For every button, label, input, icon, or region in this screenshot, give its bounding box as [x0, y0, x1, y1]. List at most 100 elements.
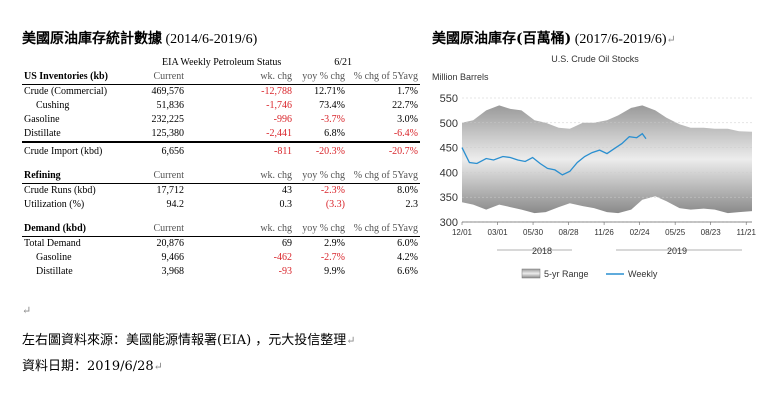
- cell-current: 9,466: [161, 252, 185, 263]
- paragraph-mark-icon: ↵: [666, 33, 676, 46]
- y-tick-label: 300: [440, 217, 458, 229]
- table-row: Total Demand 20,876 69 2.9% 6.0%: [22, 237, 420, 251]
- crude-oil-stocks-chart: U.S. Crude Oil Stocks Million Barrels 30…: [430, 50, 760, 310]
- paragraph-mark-icon: ↵: [153, 360, 163, 373]
- range-band: [462, 105, 752, 214]
- x-tick-label: 03/01: [488, 228, 509, 237]
- cell-wk-chg: -93: [278, 266, 292, 277]
- cell-yoy: (3.3): [325, 199, 345, 210]
- table-row: Gasoline 232,225 -996 -3.7% 3.0%: [22, 113, 420, 127]
- cell-yoy: -20.3%: [315, 146, 345, 157]
- cell-yoy: -2.7%: [320, 252, 345, 263]
- cell-5yavg: 22.7%: [392, 100, 418, 111]
- cell-current: 232,225: [151, 114, 185, 125]
- cell-wk-chg: -462: [273, 252, 292, 263]
- cell-current: 94.2: [166, 199, 185, 210]
- year-gap: [572, 246, 616, 254]
- cell-current: 469,576: [151, 86, 185, 97]
- header-wk-chg: wk. chg: [260, 223, 292, 234]
- cell-yoy: -2.3%: [320, 185, 345, 196]
- cell-wk-chg: -811: [274, 146, 292, 157]
- header-wk-chg: wk. chg: [260, 71, 292, 82]
- table-row: Distillate 3,968 -93 9.9% 6.6%: [22, 265, 420, 279]
- cell-current: 51,836: [156, 100, 185, 111]
- header-yoy: yoy % chg: [302, 170, 345, 181]
- cell-current: 6,656: [161, 146, 185, 157]
- cell-current: 3,968: [161, 266, 185, 277]
- paragraph-mark-icon: ↵: [22, 304, 32, 317]
- status-title: EIA Weekly Petroleum Status: [162, 57, 282, 68]
- cell-current: 20,876: [156, 238, 185, 249]
- x-tick-label: 11/26: [594, 228, 614, 237]
- row-label: Cushing: [36, 100, 70, 111]
- header-label: Demand (kbd): [24, 223, 86, 234]
- row-label: Distillate: [24, 128, 61, 139]
- y-tick-label: 500: [440, 118, 458, 130]
- cell-current: 17,712: [156, 185, 185, 196]
- row-label: Crude Runs (kbd): [24, 185, 96, 196]
- table-row: Crude Runs (kbd) 17,712 43 -2.3% 8.0%: [22, 184, 420, 198]
- paragraph-mark-icon: ↵: [346, 334, 356, 347]
- right-title-zh: 美國原油庫存(百萬桶): [432, 31, 572, 47]
- header-yoy: yoy % chg: [302, 71, 345, 82]
- cell-5yavg: 2.3: [405, 199, 419, 210]
- row-label: Gasoline: [24, 114, 60, 125]
- y-tick-label: 550: [440, 93, 458, 105]
- header-label: US Inventories (kb): [24, 71, 108, 82]
- y-tick-label: 400: [440, 167, 458, 179]
- cell-5yavg: -6.4%: [393, 128, 418, 139]
- cell-5yavg: 3.0%: [397, 114, 418, 125]
- x-tick-label: 02/24: [630, 228, 651, 237]
- legend-weekly-label: Weekly: [628, 269, 658, 279]
- table-body: US Inventories (kb) Current wk. chg yoy % c…: [22, 70, 420, 279]
- year-label: 2019: [667, 246, 687, 256]
- header-current: Current: [153, 71, 184, 82]
- header-current: Current: [153, 170, 184, 181]
- row-label: Crude Import (kbd): [24, 146, 103, 157]
- year-label: 2018: [532, 246, 552, 256]
- cell-5yavg: 6.6%: [397, 266, 418, 277]
- right-title-en: (2017/6-2019/6): [571, 32, 667, 47]
- cell-5yavg: 1.7%: [397, 86, 418, 97]
- weekly-line: [461, 132, 647, 176]
- row-label: Total Demand: [24, 238, 81, 249]
- header-current: Current: [153, 223, 184, 234]
- source-note: 左右圖資料來源：美國能源情報署(EIA) ，元大投信整理↵: [22, 329, 356, 348]
- right-title: 美國原油庫存(百萬桶) (2017/6-2019/6)↵: [432, 28, 676, 48]
- chart-svg: 300 350 400 450 500 550 12/01 03/01 05/30 08/28 11…: [440, 93, 757, 279]
- y-tick-label: 350: [440, 192, 458, 204]
- cell-current: 125,380: [151, 128, 185, 139]
- header-5yavg: % chg of 5Yavg: [353, 71, 418, 82]
- table-row: Cushing 51,836 -1,746 73.4% 22.7%: [22, 99, 420, 113]
- row-label: Crude (Commercial): [24, 86, 108, 97]
- table-header-row: Refining Current wk. chg yoy % chg % chg of …: [22, 169, 420, 184]
- row-label: Gasoline: [36, 252, 72, 263]
- x-tick-label: 08/23: [701, 228, 722, 237]
- cell-wk-chg: 43: [282, 185, 292, 196]
- x-tick-label: 08/28: [559, 228, 580, 237]
- legend-range-label: 5-yr Range: [544, 269, 589, 279]
- x-tick-label: 05/25: [665, 228, 686, 237]
- left-title-zh: 美國原油庫存統計數據: [22, 31, 162, 47]
- table-row: Distillate 125,380 -2,441 6.8% -6.4%: [22, 127, 420, 143]
- header-5yavg: % chg of 5Yavg: [353, 170, 418, 181]
- left-title-en: (2014/6-2019/6): [162, 32, 258, 47]
- chart-title: U.S. Crude Oil Stocks: [551, 54, 639, 64]
- row-label: Utilization (%): [24, 199, 85, 210]
- table-row: Crude (Commercial) 469,576 -12,788 12.71% 1.…: [22, 85, 420, 99]
- table-row: Gasoline 9,466 -462 -2.7% 4.2%: [22, 251, 420, 265]
- cell-yoy: 2.9%: [324, 238, 345, 249]
- source-text: 左右圖資料來源：美國能源情報署(EIA) ，元大投信整理: [22, 333, 347, 348]
- cell-5yavg: 8.0%: [397, 185, 418, 196]
- x-tick-label: 12/01: [452, 228, 473, 237]
- cell-5yavg: -20.7%: [388, 146, 418, 157]
- header-label: Refining: [24, 170, 61, 181]
- table-row: Utilization (%) 94.2 0.3 (3.3) 2.3: [22, 198, 420, 212]
- table-row: Crude Import (kbd) 6,656 -811 -20.3% -20.7%: [22, 145, 420, 159]
- cell-wk-chg: -1,746: [266, 100, 292, 111]
- table-status-row: EIA Weekly Petroleum Status 6/21: [22, 56, 420, 70]
- eia-inventory-table: EIA Weekly Petroleum Status 6/21 US Inve…: [22, 56, 420, 279]
- header-yoy: yoy % chg: [302, 223, 345, 234]
- date-text: 資料日期：2019/6/28: [22, 359, 154, 374]
- cell-5yavg: 6.0%: [397, 238, 418, 249]
